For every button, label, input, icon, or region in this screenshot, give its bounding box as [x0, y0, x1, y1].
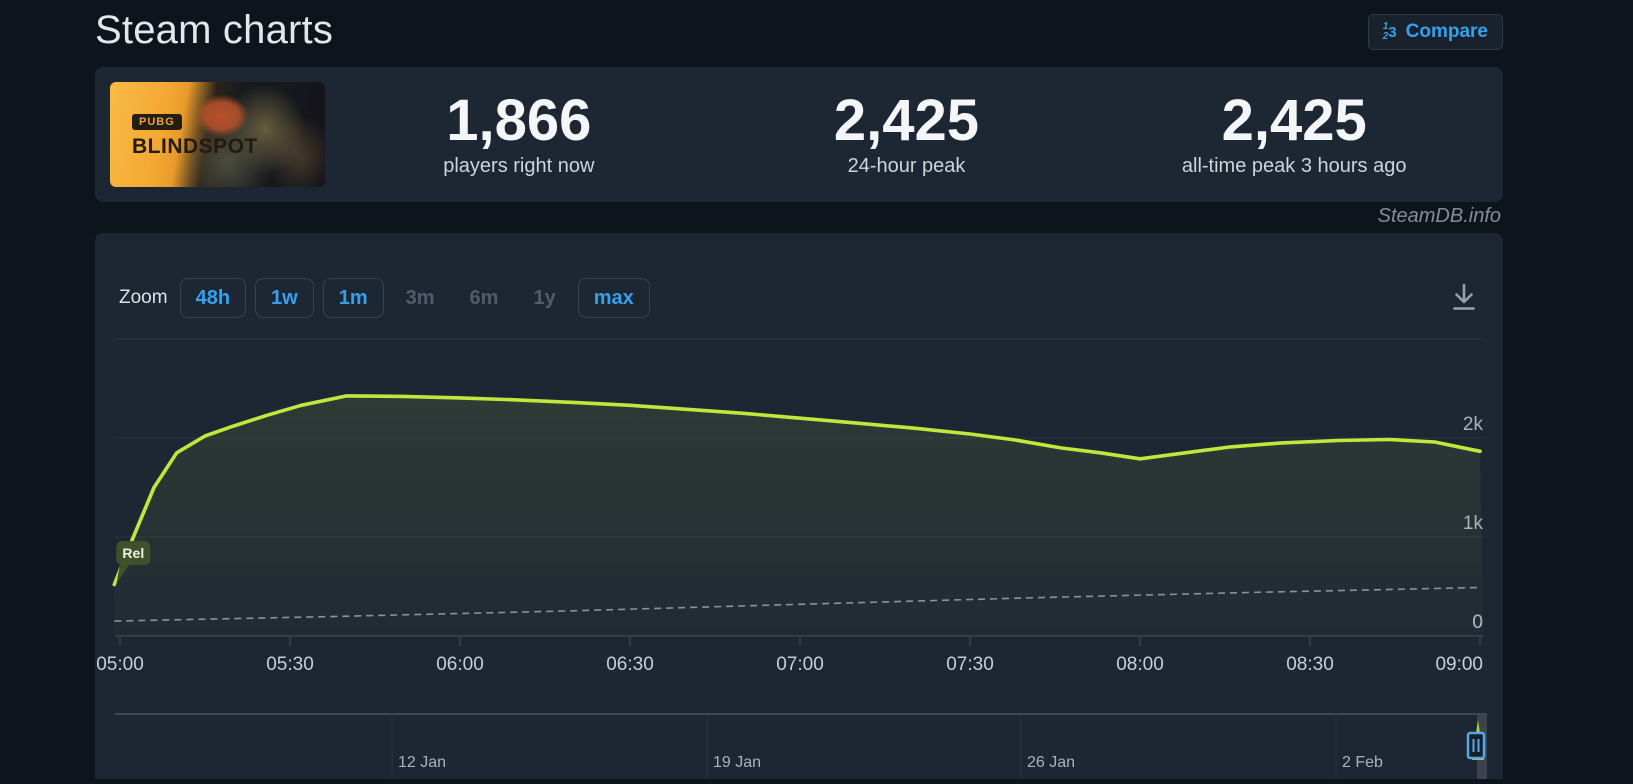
player-count-line: [112, 394, 1482, 587]
stat-label: 24-hour peak: [847, 155, 966, 178]
compare-label: Compare: [1405, 21, 1488, 42]
stats-panel: PUBG BLINDSPOT 1,866 players right now 2…: [95, 67, 1503, 202]
game-capsule-image[interactable]: PUBG BLINDSPOT: [110, 82, 325, 187]
stat-label: all-time peak 3 hours ago: [1181, 155, 1407, 178]
release-marker-tail: [116, 563, 131, 584]
download-icon[interactable]: [1451, 282, 1477, 315]
x-axis-label: 06:00: [436, 654, 484, 675]
x-axis-label: 08:30: [1286, 654, 1334, 675]
stat-value: 1,866: [446, 87, 592, 153]
trend-dashed-line: [114, 586, 1481, 622]
steamdb-watermark: SteamDB.info: [1377, 205, 1501, 227]
zoom-range-1w[interactable]: 1w: [255, 278, 314, 318]
game-badge: PUBG: [132, 114, 182, 130]
game-art-text: PUBG BLINDSPOT: [132, 112, 258, 159]
stat-alltime-peak: 2,425 all-time peak 3 hours ago: [1100, 87, 1488, 179]
game-title: BLINDSPOT: [132, 135, 258, 158]
x-axis-label: 08:00: [1116, 654, 1164, 675]
x-axis-label: 07:30: [946, 654, 994, 675]
y-axis-label: 2k: [1463, 414, 1484, 435]
x-axis-label: 05:30: [266, 654, 314, 675]
zoom-label: Zoom: [119, 287, 168, 308]
x-axis-label: 06:30: [606, 654, 654, 675]
x-axis-label: 07:00: [776, 654, 824, 675]
page-title: Steam charts: [95, 8, 334, 52]
x-axis-label: 09:00: [1435, 654, 1483, 675]
navigator-date-label: 12 Jan: [398, 754, 446, 771]
stat-label: players right now: [443, 155, 595, 178]
players-area-fill: [114, 395, 1483, 636]
zoom-range-6m: 6m: [457, 278, 512, 318]
zoom-range-3m: 3m: [393, 278, 448, 318]
release-marker-label: Rel: [122, 545, 144, 561]
chart-controls: Zoom 48h 1w 1m 3m 6m 1y max: [119, 278, 1477, 318]
zoom-range-1m[interactable]: 1m: [322, 278, 384, 318]
navigator-date-label: 19 Jan: [713, 754, 761, 771]
zoom-range-max[interactable]: max: [577, 278, 650, 318]
stat-24h-peak: 2,425 24-hour peak: [713, 87, 1101, 179]
zoom-range-buttons: 48h 1w 1m 3m 6m 1y max: [179, 278, 659, 318]
zoom-range-1y: 1y: [520, 278, 568, 318]
stat-current-players: 1,866 players right now: [325, 87, 713, 179]
stat-value: 2,425: [833, 87, 980, 153]
release-marker[interactable]: [116, 541, 151, 565]
navigator-date-label: 2 Feb: [1342, 754, 1383, 771]
players-chart[interactable]: 01k2k005:0005:3006:0006:3007:0007:3008:0…: [95, 318, 1503, 779]
navigator-date-label: 26 Jan: [1027, 754, 1075, 771]
navigator-handle[interactable]: [1466, 731, 1486, 760]
stat-value: 2,425: [1221, 87, 1367, 153]
x-axis-label: 05:00: [96, 654, 144, 675]
zoom-range-48h[interactable]: 48h: [179, 278, 247, 318]
